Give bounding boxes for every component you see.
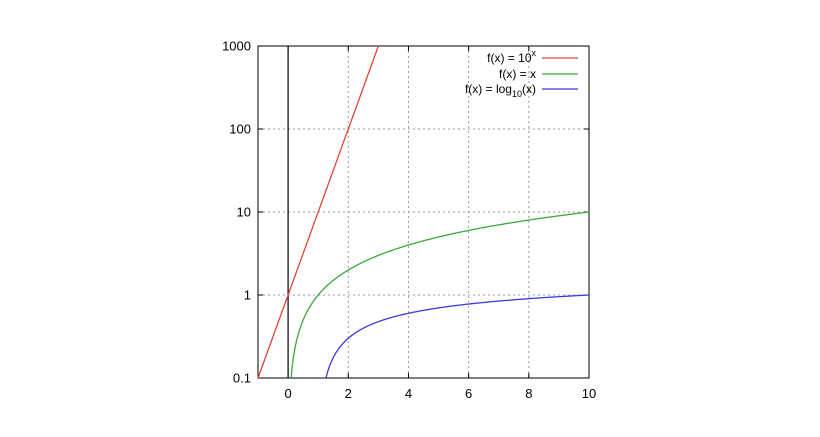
y-tick-label: 100 xyxy=(229,122,251,137)
grid-lines xyxy=(258,45,590,379)
x-tick-label: 10 xyxy=(582,386,596,401)
series-lines xyxy=(257,45,590,379)
y-tick-label: 0.1 xyxy=(233,371,251,386)
series-line-2 xyxy=(325,294,590,379)
x-tick-label: 2 xyxy=(345,386,352,401)
legend-label: f(x) = 10x xyxy=(487,48,536,65)
legend-label: f(x) = x xyxy=(499,67,536,81)
x-tick-label: 8 xyxy=(525,386,532,401)
y-tick-label: 10 xyxy=(237,205,251,220)
series-line-0 xyxy=(257,45,379,379)
y-tick-label: 1 xyxy=(244,288,251,303)
y-tick-label: 1000 xyxy=(222,39,251,54)
y-tick-labels: 0.1 1 10 100 1000 xyxy=(222,39,251,386)
x-tick-label: 6 xyxy=(465,386,472,401)
legend-label: f(x) = log10(x) xyxy=(465,82,536,99)
x-tick-label: 4 xyxy=(405,386,412,401)
x-tick-labels: 0 2 4 6 8 10 xyxy=(284,386,596,401)
legend: f(x) = 10x f(x) = xf(x) = log10(x) xyxy=(465,48,578,99)
series-line-1 xyxy=(290,211,590,379)
x-tick-label: 0 xyxy=(284,386,291,401)
